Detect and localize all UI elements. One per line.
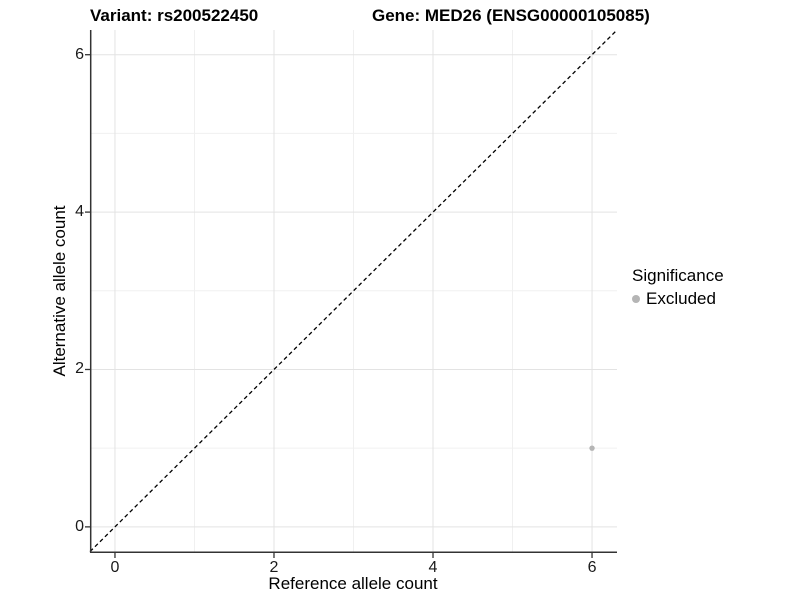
legend-item-label: Excluded: [646, 289, 716, 308]
data-point: [589, 445, 595, 451]
y-tick-label: 0: [75, 517, 84, 535]
legend-item-excluded: Excluded: [632, 289, 724, 309]
legend-title: Significance: [632, 266, 724, 285]
legend: Significance Excluded: [632, 266, 724, 309]
y-tick-label: 6: [75, 45, 84, 63]
identity-line: [89, 29, 618, 553]
x-axis-title: Reference allele count: [268, 574, 438, 593]
y-tick-label: 4: [75, 203, 84, 221]
x-tick-label: 6: [587, 559, 597, 576]
plot-panel: [85, 29, 618, 558]
x-tick-label: 2: [269, 559, 279, 576]
plot-canvas: [85, 29, 618, 558]
legend-key-dot-icon: [632, 295, 640, 303]
y-axis-title: Alternative allele count: [50, 205, 69, 377]
x-tick-label: 4: [428, 559, 438, 576]
plot-title-variant: Variant: rs200522450: [90, 6, 259, 25]
x-tick-label: 0: [110, 559, 120, 576]
plot-title-gene: Gene: MED26 (ENSG00000105085): [372, 6, 650, 25]
y-tick-label: 2: [75, 360, 84, 378]
